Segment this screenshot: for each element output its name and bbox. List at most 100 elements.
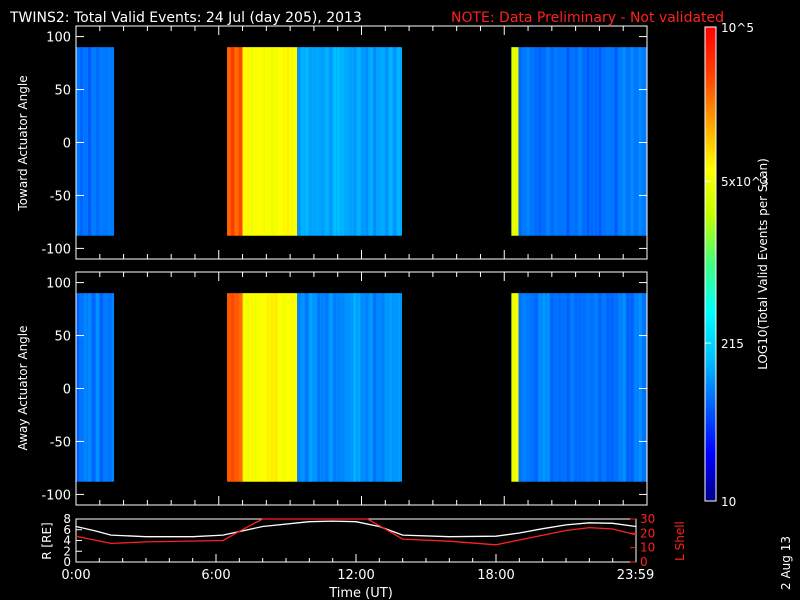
away-texture-strip xyxy=(610,293,614,482)
away-texture-strip xyxy=(602,293,606,482)
toward-texture-strip xyxy=(246,47,250,236)
toward-texture-strip xyxy=(630,47,634,236)
away-texture-strip xyxy=(578,293,582,482)
away-texture-strip xyxy=(515,293,519,482)
away-texture-strip xyxy=(333,293,337,482)
toward-texture-strip xyxy=(231,47,235,236)
toward-texture-strip xyxy=(361,47,365,236)
toward-texture-strip xyxy=(365,47,369,236)
away-texture-strip xyxy=(262,293,266,482)
toward-texture-strip xyxy=(401,47,402,236)
away-texture-strip xyxy=(227,293,231,482)
away-texture-strip xyxy=(274,293,278,482)
toward-texture-strip xyxy=(550,47,554,236)
colorbar: 10 215 5x10^3 10^5 LOG10(Total Valid Events… xyxy=(704,21,770,509)
toward-ytick-label: 50 xyxy=(54,84,71,99)
away-texture-strip xyxy=(325,293,329,482)
toward-texture-strip xyxy=(353,47,357,236)
away-texture-strip xyxy=(554,293,558,482)
away-texture-strip xyxy=(290,293,294,482)
away-heatmap-cells xyxy=(76,293,647,482)
toward-texture-strip xyxy=(610,47,614,236)
toward-texture-strip xyxy=(606,47,610,236)
away-segment xyxy=(227,293,243,482)
orbit-ytick-right-label: 0 xyxy=(640,555,648,569)
toward-texture-strip xyxy=(262,47,266,236)
away-texture-strip xyxy=(638,293,642,482)
away-ytick-label: 100 xyxy=(46,277,71,292)
toward-texture-strip xyxy=(235,47,239,236)
away-texture-strip xyxy=(594,293,598,482)
orbit-ylabel-right: L Shell xyxy=(673,521,687,561)
toward-heatmap-cells xyxy=(76,47,647,236)
toward-texture-strip xyxy=(227,47,231,236)
colorbar-ramp xyxy=(705,27,716,501)
toward-texture-strip xyxy=(325,47,329,236)
away-texture-strip xyxy=(393,293,397,482)
away-texture-strip xyxy=(546,293,550,482)
orbit-ytick-left-label: 0 xyxy=(63,555,71,569)
toward-texture-strip xyxy=(254,47,258,236)
toward-ylabel: Toward Actuator Angle xyxy=(16,75,30,211)
away-texture-strip xyxy=(286,293,290,482)
toward-texture-strip xyxy=(108,47,111,236)
away-texture-strip xyxy=(309,293,313,482)
toward-texture-strip xyxy=(385,47,389,236)
toward-texture-strip xyxy=(578,47,582,236)
away-texture-strip xyxy=(365,293,369,482)
orbit-ytick-left-label: 6 xyxy=(63,523,71,537)
toward-texture-strip xyxy=(282,47,286,236)
away-texture-strip xyxy=(590,293,594,482)
away-texture-strip xyxy=(104,293,107,482)
toward-texture-strip xyxy=(337,47,341,236)
away-texture-strip xyxy=(294,293,298,482)
away-texture-strip xyxy=(522,293,526,482)
away-texture-strip xyxy=(381,293,385,482)
away-texture-strip xyxy=(518,293,522,482)
toward-segment xyxy=(76,47,115,236)
away-texture-strip xyxy=(574,293,578,482)
time-tick-label: 23:59 xyxy=(617,568,654,583)
away-axes: -100 -50 0 50 100 xyxy=(41,272,648,505)
away-texture-strip xyxy=(266,293,270,482)
toward-ytick-label: -100 xyxy=(41,242,71,257)
away-texture-strip xyxy=(385,293,389,482)
away-texture-strip xyxy=(76,293,79,482)
away-texture-strip xyxy=(345,293,349,482)
away-texture-strip xyxy=(92,293,95,482)
away-ytick-label: 0 xyxy=(63,383,71,398)
toward-texture-strip xyxy=(76,47,79,236)
away-texture-strip xyxy=(270,293,274,482)
toward-texture-strip xyxy=(341,47,345,236)
away-texture-strip xyxy=(282,293,286,482)
away-texture-strip xyxy=(353,293,357,482)
toward-texture-strip xyxy=(570,47,574,236)
orbit-lines xyxy=(75,518,637,546)
away-texture-strip xyxy=(96,293,99,482)
away-texture-strip xyxy=(538,293,542,482)
away-texture-strip xyxy=(305,293,309,482)
away-texture-strip xyxy=(550,293,554,482)
toward-texture-strip xyxy=(305,47,309,236)
toward-texture-strip xyxy=(538,47,542,236)
away-texture-strip xyxy=(534,293,538,482)
toward-texture-strip xyxy=(586,47,590,236)
away-texture-strip xyxy=(614,293,618,482)
colorbar-tick-label: 215 xyxy=(721,337,744,351)
away-texture-strip xyxy=(377,293,381,482)
toward-texture-strip xyxy=(590,47,594,236)
away-texture-strip xyxy=(558,293,562,482)
toward-texture-strip xyxy=(530,47,534,236)
toward-texture-strip xyxy=(309,47,313,236)
away-texture-strip xyxy=(250,293,254,482)
toward-texture-strip xyxy=(582,47,586,236)
away-texture-strip xyxy=(511,293,515,482)
toward-texture-strip xyxy=(349,47,353,236)
toward-ytick-label: -50 xyxy=(50,189,71,204)
away-texture-strip xyxy=(542,293,546,482)
away-texture-strip xyxy=(84,293,87,482)
toward-texture-strip xyxy=(301,47,305,236)
away-texture-strip xyxy=(634,293,638,482)
toward-texture-strip xyxy=(638,47,642,236)
